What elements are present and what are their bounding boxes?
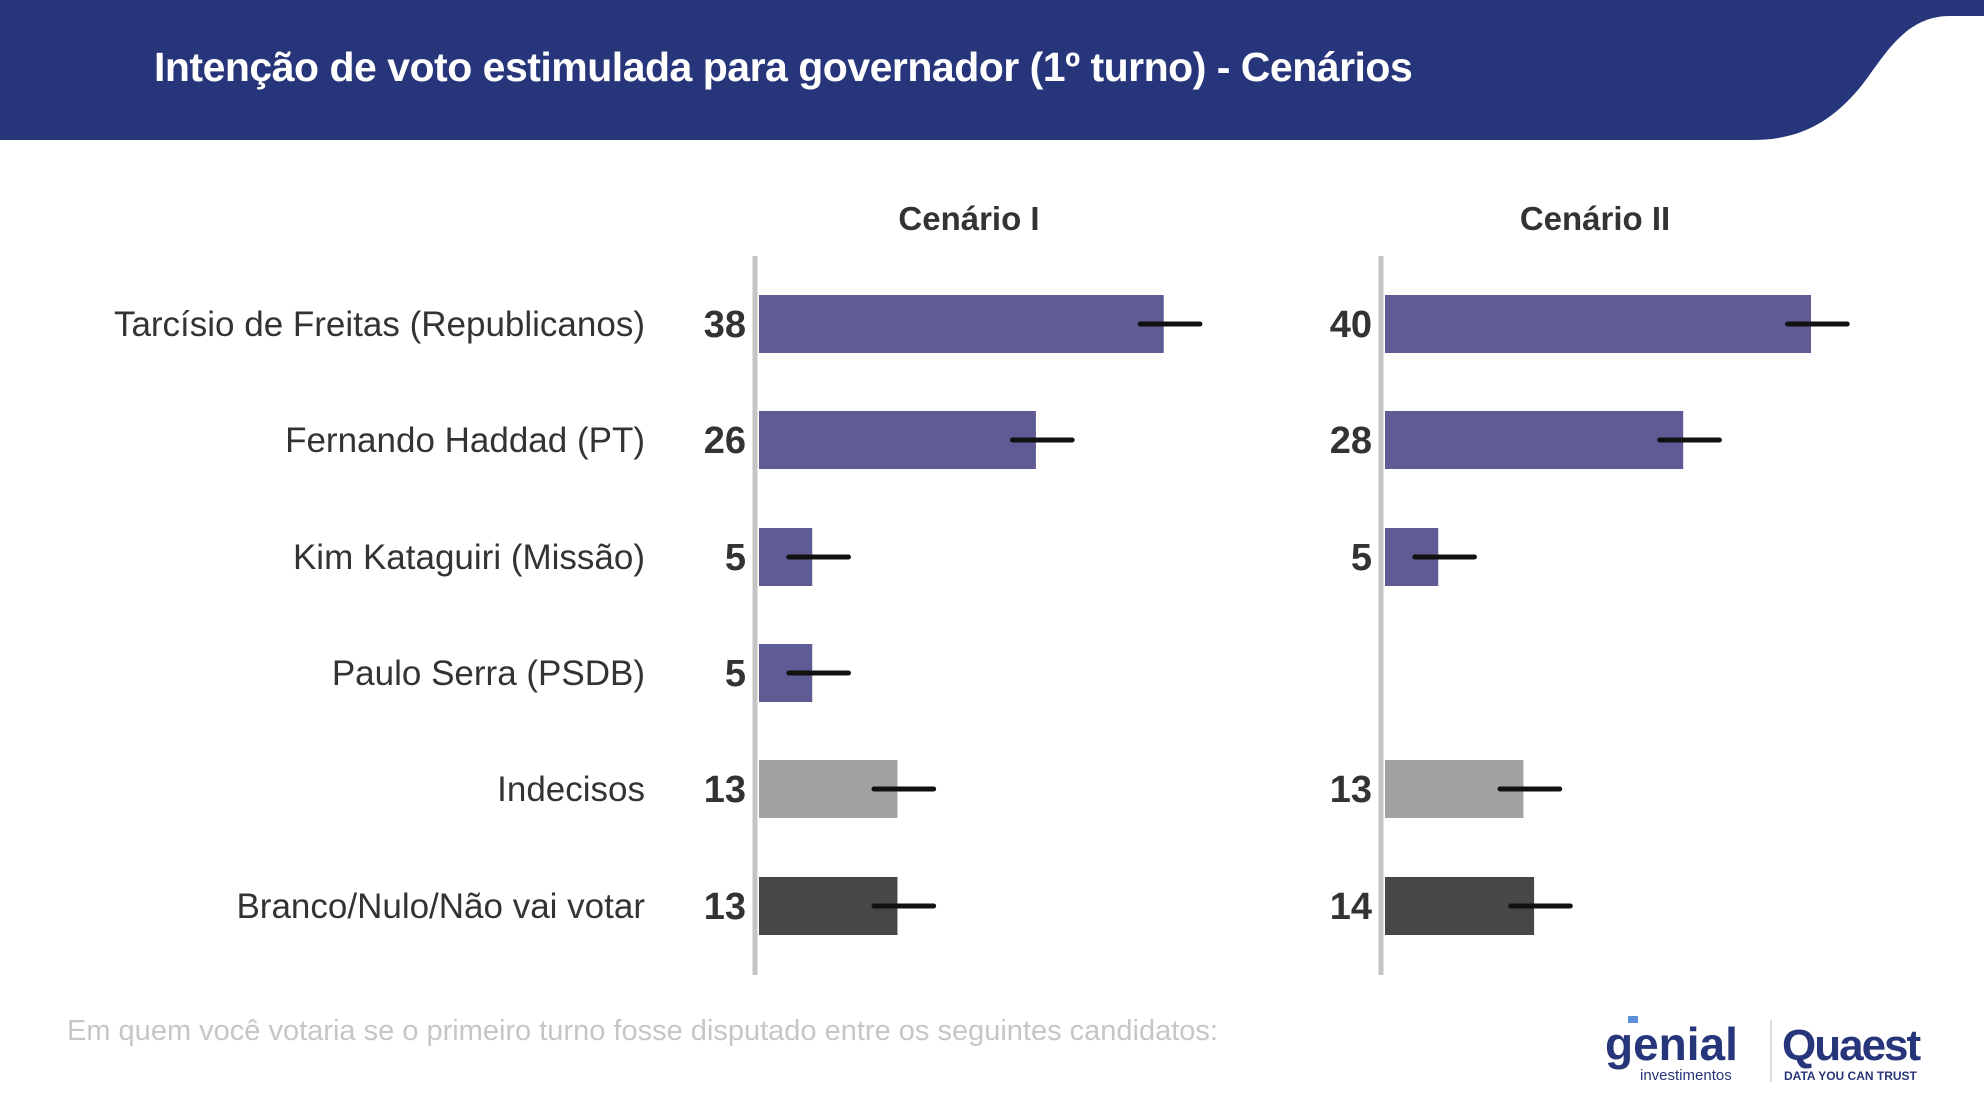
category-label: Fernando Haddad (PT) — [285, 421, 645, 460]
data-label: 5 — [725, 653, 746, 695]
category-label: Tarcísio de Freitas (Republicanos) — [114, 305, 645, 344]
logos: genial investimentos Quaest DATA YOU CAN… — [1605, 1016, 1924, 1084]
category-label: Paulo Serra (PSDB) — [332, 654, 645, 693]
data-label: 38 — [704, 304, 746, 346]
data-label: 5 — [1351, 537, 1372, 579]
data-label: 14 — [1330, 886, 1372, 928]
svg-text:genial: genial — [1605, 1018, 1738, 1070]
category-label: Indecisos — [497, 770, 645, 809]
header-band — [0, 0, 1984, 140]
category-label: Kim Kataguiri (Missão) — [293, 538, 645, 577]
bar — [759, 295, 1164, 353]
data-label: 13 — [704, 769, 746, 811]
footnote: Em quem você votaria se o primeiro turno… — [67, 1015, 1218, 1047]
data-label: 28 — [1330, 420, 1372, 462]
scenario-title: Cenário I — [898, 200, 1039, 237]
data-label: 13 — [1330, 769, 1372, 811]
data-label: 5 — [725, 537, 746, 579]
data-label: 13 — [704, 886, 746, 928]
page-title: Intenção de voto estimulada para governa… — [154, 44, 1413, 90]
svg-text:DATA YOU CAN TRUST: DATA YOU CAN TRUST — [1784, 1069, 1918, 1083]
genial-logo: genial investimentos — [1605, 1016, 1738, 1084]
svg-text:investimentos: investimentos — [1640, 1067, 1732, 1084]
bar — [1385, 411, 1684, 469]
data-label: 40 — [1330, 304, 1372, 346]
svg-text:Quaest: Quaest — [1782, 1021, 1922, 1070]
bar — [759, 411, 1036, 469]
bar-charts: Tarcísio de Freitas (Republicanos) Fernan… — [114, 200, 1850, 975]
data-label: 26 — [704, 420, 746, 462]
category-label: Branco/Nulo/Não vai votar — [236, 887, 645, 926]
bar — [1385, 295, 1811, 353]
quaest-logo: Quaest DATA YOU CAN TRUST — [1782, 1021, 1924, 1083]
scenario-title: Cenário II — [1520, 200, 1670, 237]
